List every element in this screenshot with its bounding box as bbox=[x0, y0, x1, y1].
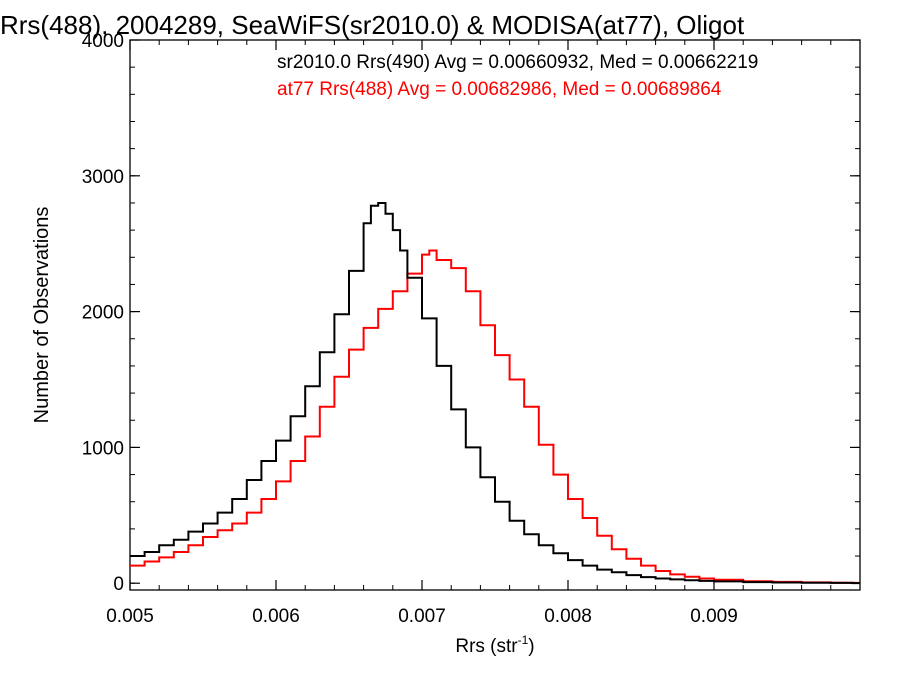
chart-title: Rrs(488), 2004289, SeaWiFS(sr2010.0) & M… bbox=[0, 10, 745, 40]
plot-frame bbox=[129, 39, 861, 591]
y-tick-label: 3000 bbox=[82, 167, 124, 188]
series-line-1 bbox=[130, 249, 860, 584]
y-axis-label: Number of Observations bbox=[31, 207, 53, 424]
series-line-0 bbox=[130, 202, 860, 585]
legend-entry-at77: at77 Rrs(488) Avg = 0.00682986, Med = 0.… bbox=[277, 79, 722, 100]
x-axis-label-main: Rrs (str bbox=[455, 636, 518, 657]
y-tick-label: 2000 bbox=[82, 303, 124, 324]
x-axis-label-close: ) bbox=[528, 636, 534, 657]
y-tick-label: 0 bbox=[113, 574, 124, 595]
x-axis-label-sup: -1 bbox=[518, 633, 529, 647]
legend-entry-sr2010: sr2010.0 Rrs(490) Avg = 0.00660932, Med … bbox=[277, 52, 758, 73]
x-tick-label: 0.008 bbox=[544, 606, 592, 627]
ticks-group: 0.005 0.006 0.007 0.008 0.009 0 1000 2000 3000 40… bbox=[82, 31, 861, 627]
x-tick-label: 0.006 bbox=[252, 606, 300, 627]
x-tick-label: 0.009 bbox=[690, 606, 738, 627]
x-tick-label: 0.005 bbox=[106, 606, 154, 627]
plot-area: 0.005 0.006 0.007 0.008 0.009 0 1000 2000 3000 40… bbox=[82, 31, 861, 627]
x-tick-label: 0.007 bbox=[398, 606, 446, 627]
x-axis-label: Rrs (str-1) bbox=[455, 633, 534, 657]
legend: sr2010.0 Rrs(490) Avg = 0.00660932, Med … bbox=[277, 52, 758, 100]
series-group bbox=[130, 202, 860, 585]
y-tick-label: 4000 bbox=[82, 31, 124, 52]
y-tick-label: 1000 bbox=[82, 438, 124, 459]
